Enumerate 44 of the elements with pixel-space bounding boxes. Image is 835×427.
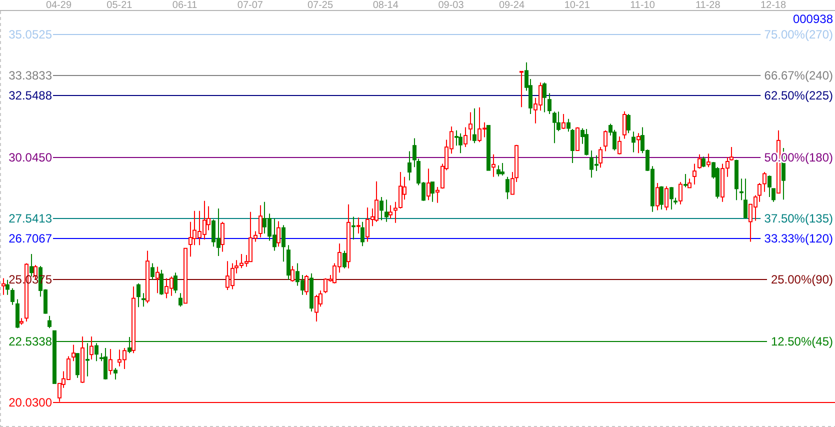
x-tick-label: 10-21 — [564, 0, 590, 11]
x-tick-label: 11-10 — [630, 0, 656, 11]
annotation: 25.00%(90) — [770, 272, 833, 286]
annotation: 62.50%(225) — [764, 88, 833, 102]
x-tick-label: 11-28 — [695, 0, 721, 11]
annotation: 37.50%(135) — [764, 212, 833, 226]
x-tick-label: 09-24 — [498, 0, 525, 11]
annotation: 12.50%(45) — [770, 334, 833, 348]
candlestick — [356, 217, 360, 234]
annotation: 66.67%(240) — [764, 68, 833, 82]
candlestick — [492, 154, 496, 178]
candlestick — [408, 150, 412, 181]
candlestick — [352, 216, 356, 240]
ref-line-label: 27.5413 — [8, 212, 52, 226]
ref-line-label: 30.0450 — [8, 150, 52, 164]
candlestick — [346, 204, 350, 269]
candlestick — [156, 266, 160, 294]
ref-line-label: 22.5338 — [8, 334, 52, 348]
ref-line-label: 32.5488 — [8, 88, 52, 102]
candlestick — [6, 279, 10, 296]
x-tick-label: 05-21 — [106, 0, 133, 11]
annotation: 33.33%(120) — [764, 232, 833, 246]
x-tick-label: 09-03 — [438, 0, 464, 11]
candlestick — [142, 292, 146, 308]
ref-line-label: 20.0300 — [8, 396, 52, 410]
candlestick — [286, 244, 290, 280]
candlestick — [2, 278, 6, 296]
ref-line-label: 33.3833 — [8, 68, 52, 82]
x-tick-label: 07-07 — [237, 0, 264, 11]
x-tick-label: 08-14 — [372, 0, 399, 11]
text: 000938 — [792, 12, 834, 26]
candlestick — [692, 163, 696, 185]
x-tick-label: 04-29 — [46, 0, 72, 11]
candlestick — [282, 224, 286, 262]
annotation: 75.00%(270) — [764, 28, 833, 42]
x-tick-label: 07-25 — [307, 0, 334, 11]
ref-line-label: 26.7067 — [8, 232, 52, 246]
candlestick — [90, 336, 94, 360]
x-tick-label: 06-11 — [172, 0, 198, 11]
candlestick — [188, 221, 192, 258]
x-tick-label: 12-18 — [760, 0, 786, 11]
candlestick — [632, 131, 636, 153]
ref-line-label: 35.0525 — [8, 28, 52, 42]
candlestick — [468, 112, 472, 141]
